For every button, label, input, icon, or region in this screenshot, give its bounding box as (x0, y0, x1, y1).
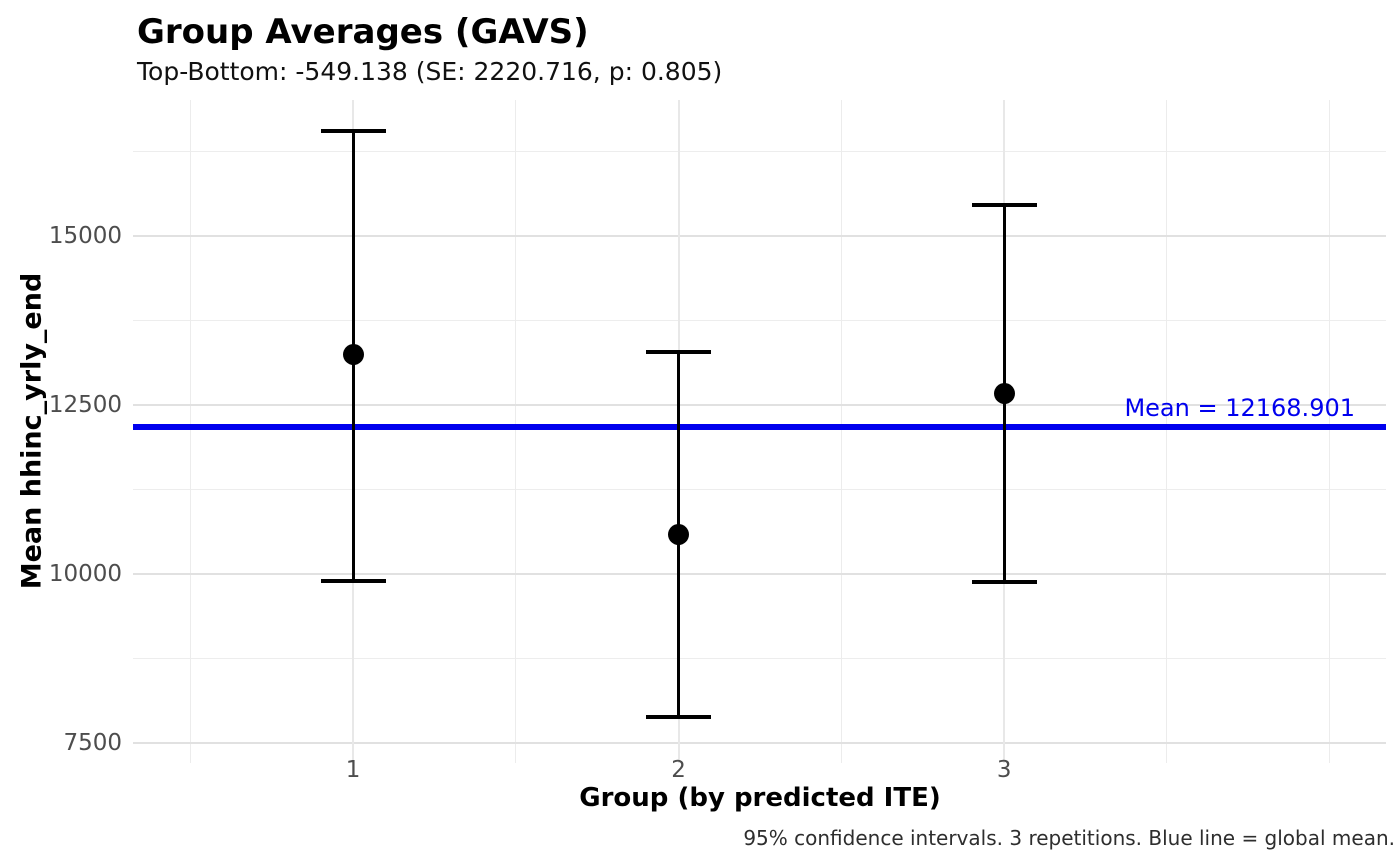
errorbar-cap-bottom (971, 580, 1037, 585)
gridline-major-horizontal (133, 742, 1386, 745)
gridline-minor-horizontal (133, 150, 1386, 152)
gridline-major-horizontal (133, 234, 1386, 237)
gridline-major-horizontal (133, 573, 1386, 575)
y-tick-label: 15000 (48, 222, 122, 249)
mean-point (668, 524, 690, 546)
plot-panel: Mean = 12168.901 (133, 100, 1386, 763)
gridline-minor-vertical (840, 100, 842, 763)
global-mean-label: Mean = 12168.901 (1124, 394, 1355, 423)
y-tick-label: 12500 (48, 391, 122, 418)
errorbar-cap-bottom (320, 579, 386, 584)
gridline-minor-horizontal (133, 658, 1386, 660)
gridline-minor-vertical (515, 100, 517, 763)
gridline-minor-vertical (189, 100, 191, 763)
x-axis-title: Group (by predicted ITE) (579, 783, 941, 813)
x-tick-label: 3 (996, 757, 1012, 783)
chart-caption: 95% confidence intervals. 3 repetitions.… (743, 826, 1395, 850)
errorbar-cap-top (971, 202, 1037, 207)
chart-title: Group Averages (GAVS) (137, 12, 589, 52)
mean-point (342, 344, 364, 366)
errorbar-cap-top (320, 128, 386, 133)
gridline-minor-vertical (1166, 100, 1168, 763)
errorbar-cap-top (646, 349, 712, 354)
y-tick-label: 10000 (48, 561, 122, 587)
gridline-minor-vertical (1329, 100, 1331, 763)
global-mean-line (133, 424, 1386, 431)
x-tick-label: 1 (345, 757, 361, 783)
x-tick-label: 2 (671, 757, 686, 783)
gridline-minor-horizontal (133, 319, 1386, 321)
gridline-minor-horizontal (133, 488, 1386, 490)
chart-subtitle: Top-Bottom: -549.138 (SE: 2220.716, p: 0… (137, 57, 723, 86)
errorbar-cap-bottom (646, 715, 712, 720)
mean-point (993, 382, 1015, 404)
y-tick-label: 7500 (63, 730, 122, 757)
y-axis-title: Mean hhinc_yrly_end (16, 272, 48, 590)
gridline-major-horizontal (133, 403, 1386, 406)
